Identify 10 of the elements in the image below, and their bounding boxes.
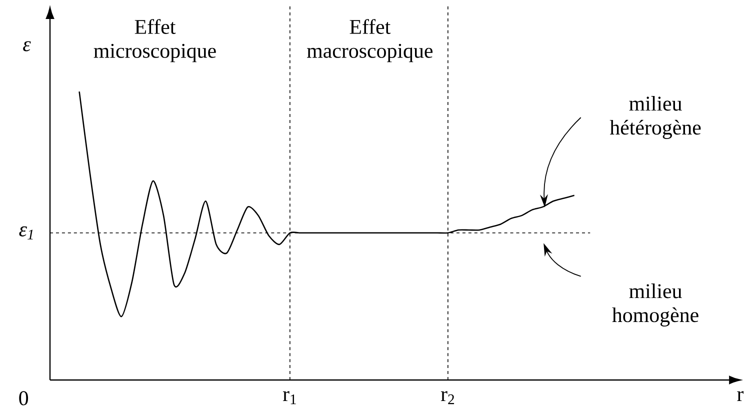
ref-line-label: ε$_{1}$ [19, 226, 33, 240]
text: Effet macroscopique [307, 19, 433, 62]
x-tick-label: r$_{1}$ [282, 391, 296, 404]
text: milieu hétérogène [610, 96, 701, 139]
y-axis-title: ε [23, 41, 31, 52]
text: 0 [19, 391, 28, 406]
x-tick-label: r$_{2}$ [440, 391, 454, 404]
text: milieu homogène [612, 284, 698, 326]
text: r [737, 391, 744, 402]
text: Effet microscopique [94, 19, 216, 62]
